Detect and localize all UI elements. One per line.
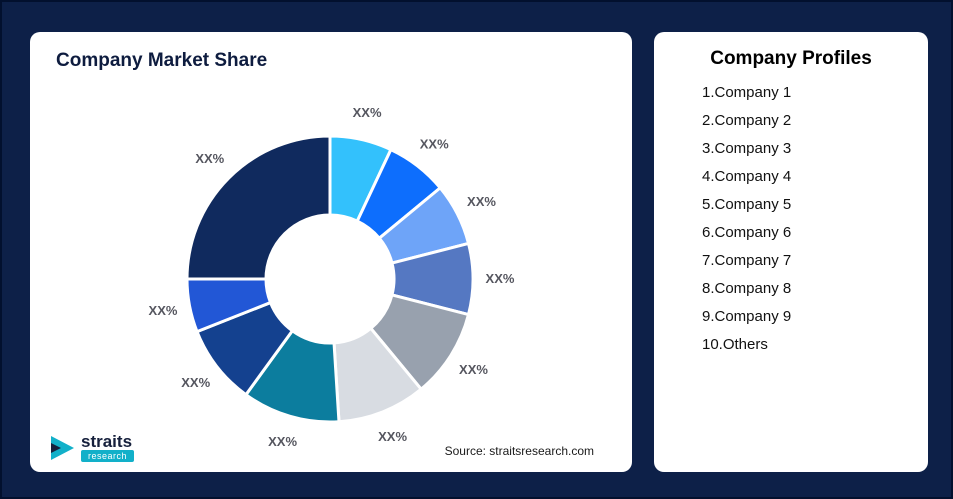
profile-list-item: 7.Company 7 (702, 252, 792, 269)
profile-list-item: 4.Company 4 (702, 168, 792, 185)
profile-list-item: 5.Company 5 (702, 196, 792, 213)
market-share-card: Company Market Share XX% XX% XX% XX% XX% XX% X… (30, 32, 632, 472)
profile-list-item: 3.Company 3 (702, 140, 792, 157)
slice-label-8: XX% (181, 375, 210, 390)
slice-label-6: XX% (378, 429, 407, 444)
donut-chart: XX% XX% XX% XX% XX% XX% XX% XX% XX% XX% (149, 105, 515, 449)
profile-list-item: 2.Company 2 (702, 112, 792, 129)
slice-label-4: XX% (486, 271, 515, 286)
profiles-title: Company Profiles (710, 48, 872, 69)
profile-list-item: 8.Company 8 (702, 280, 792, 297)
donut-slice-10 (185, 134, 332, 281)
slice-label-2: XX% (420, 137, 449, 152)
chart-title: Company Market Share (56, 50, 268, 71)
company-profiles-list: 1.Company 1 2.Company 2 3.Company 3 4.Compa… (702, 84, 912, 364)
straits-research-logo: straits research (50, 432, 135, 462)
logo-text: straits research (81, 432, 135, 462)
slice-label-10: XX% (195, 151, 224, 166)
logo-subtitle: research (81, 450, 135, 462)
company-profiles-card: Company Profiles 1.Company 1 2.Company 2 3… (654, 32, 928, 472)
profile-list-item: 9.Company 9 (702, 308, 792, 325)
source-text: Source: straitsresearch.com (444, 444, 594, 458)
profile-list-item: 10.Others (702, 336, 768, 353)
logo-arrow-icon (51, 436, 74, 460)
slice-label-7: XX% (268, 434, 297, 449)
slice-label-3: XX% (467, 194, 496, 209)
logo-name: straits (81, 432, 133, 451)
slice-label-5: XX% (459, 362, 488, 377)
slice-label-9: XX% (149, 303, 178, 318)
slice-label-1: XX% (353, 105, 382, 120)
profile-list-item: 1.Company 1 (702, 84, 792, 101)
profile-list-item: 6.Company 6 (702, 224, 792, 241)
